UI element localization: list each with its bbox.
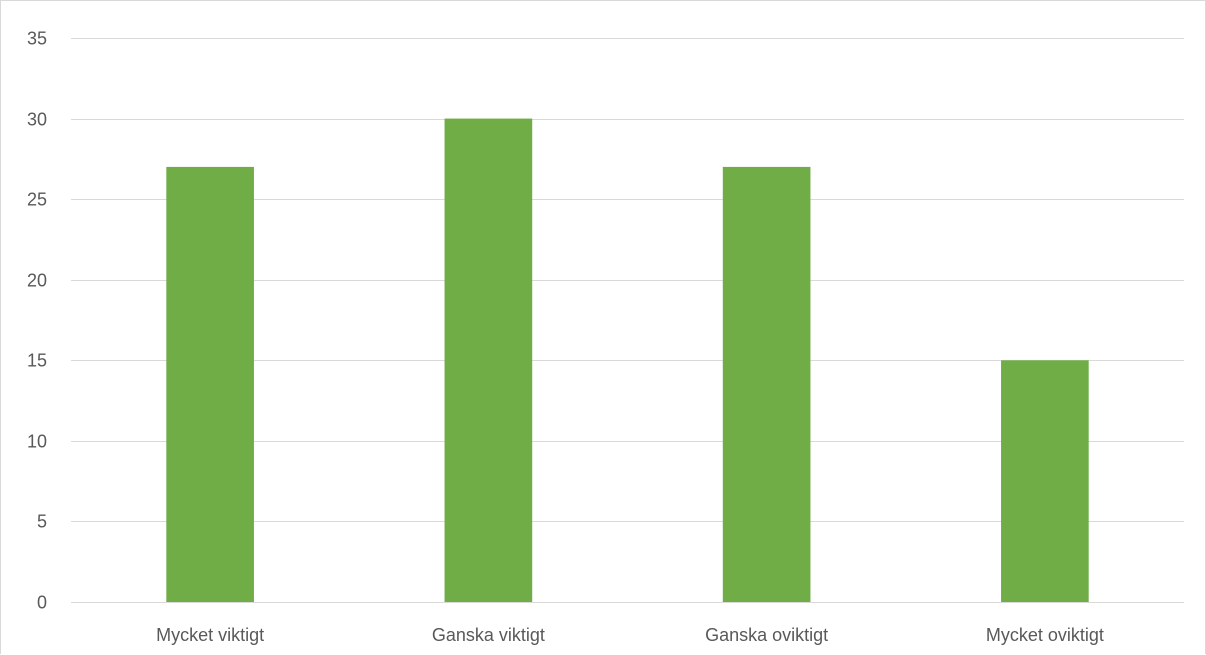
bar-mycket-viktigt xyxy=(166,166,254,602)
y-tick-label: 30 xyxy=(27,110,47,130)
y-tick-label: 15 xyxy=(27,351,47,371)
y-tick-label: 10 xyxy=(27,432,47,452)
x-category-label: Mycket viktigt xyxy=(156,625,264,645)
y-axis-ticks: 0 5 10 15 20 25 30 35 xyxy=(27,29,47,613)
y-tick-label: 0 xyxy=(37,593,47,613)
y-tick-label: 35 xyxy=(27,29,47,49)
y-tick-label: 5 xyxy=(37,512,47,532)
y-tick-label: 20 xyxy=(27,271,47,291)
y-tick-label: 25 xyxy=(27,190,47,210)
bar-ganska-oviktigt xyxy=(722,166,811,602)
bar-mycket-oviktigt xyxy=(1001,360,1089,602)
gridlines xyxy=(71,38,1184,603)
bar-ganska-viktigt xyxy=(444,118,533,603)
x-category-label: Ganska viktigt xyxy=(432,625,545,645)
bars xyxy=(166,118,1089,603)
x-category-label: Mycket oviktigt xyxy=(986,625,1104,645)
x-axis-labels: Mycket viktigt Ganska viktigt Ganska ovikt… xyxy=(156,625,1104,645)
x-category-label: Ganska oviktigt xyxy=(705,625,828,645)
